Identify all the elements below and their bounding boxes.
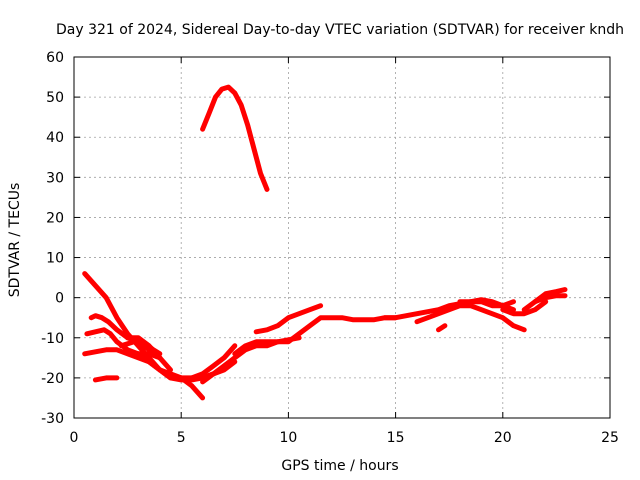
y-tick-label: 40 xyxy=(46,130,64,146)
series-line-pass-13 xyxy=(253,303,324,335)
x-tick-label: 10 xyxy=(279,430,297,446)
x-axis-title: GPS time / hours xyxy=(281,458,398,474)
y-tick-label: 50 xyxy=(46,90,64,106)
series-line-pass-16 xyxy=(414,303,527,333)
series-line-pass-17 xyxy=(436,323,448,333)
series-line-pass-5 xyxy=(92,375,120,383)
grid-layer xyxy=(74,57,610,418)
series-line-pass-11 xyxy=(200,315,399,385)
x-tick-label: 25 xyxy=(601,430,619,446)
x-tick-label: 0 xyxy=(70,430,79,446)
series-line-pass-7 xyxy=(125,335,173,373)
series-line-pass-12 xyxy=(232,335,302,357)
series-line-pass-4 xyxy=(88,313,163,361)
x-tick-label: 5 xyxy=(177,430,186,446)
series-layer xyxy=(82,84,568,401)
x-tick-label: 20 xyxy=(494,430,512,446)
y-tick-label: -20 xyxy=(41,371,64,387)
y-axis-title: SDTVAR / TECUs xyxy=(7,183,23,298)
y-tick-label: 60 xyxy=(46,50,64,66)
y-tick-label: 30 xyxy=(46,170,64,186)
series-line-pass-10 xyxy=(189,343,238,381)
y-tick-label: 10 xyxy=(46,251,64,267)
series-line-pass-3 xyxy=(84,327,163,361)
y-tick-label: 20 xyxy=(46,210,64,226)
tick-layer: 0 5 10 15 20 25 -30 -20 -10 0 10 20 30 40 50 60 xyxy=(41,50,619,446)
chart-title: Day 321 of 2024, Sidereal Day-to-day VTE… xyxy=(56,22,624,38)
series-line-pass-15 xyxy=(382,299,516,321)
plot-frame xyxy=(73,56,611,419)
series-line-pass-19 xyxy=(500,299,549,317)
x-tick-label: 15 xyxy=(387,430,405,446)
series-line-pass-14 xyxy=(200,84,270,192)
series-line-pass-18 xyxy=(457,297,516,313)
series-line-pass-21 xyxy=(532,293,568,305)
y-tick-label: -30 xyxy=(41,411,64,427)
y-tick-label: 0 xyxy=(55,291,64,307)
y-tick-label: -10 xyxy=(41,331,64,347)
series-line-pass-20 xyxy=(521,287,568,313)
